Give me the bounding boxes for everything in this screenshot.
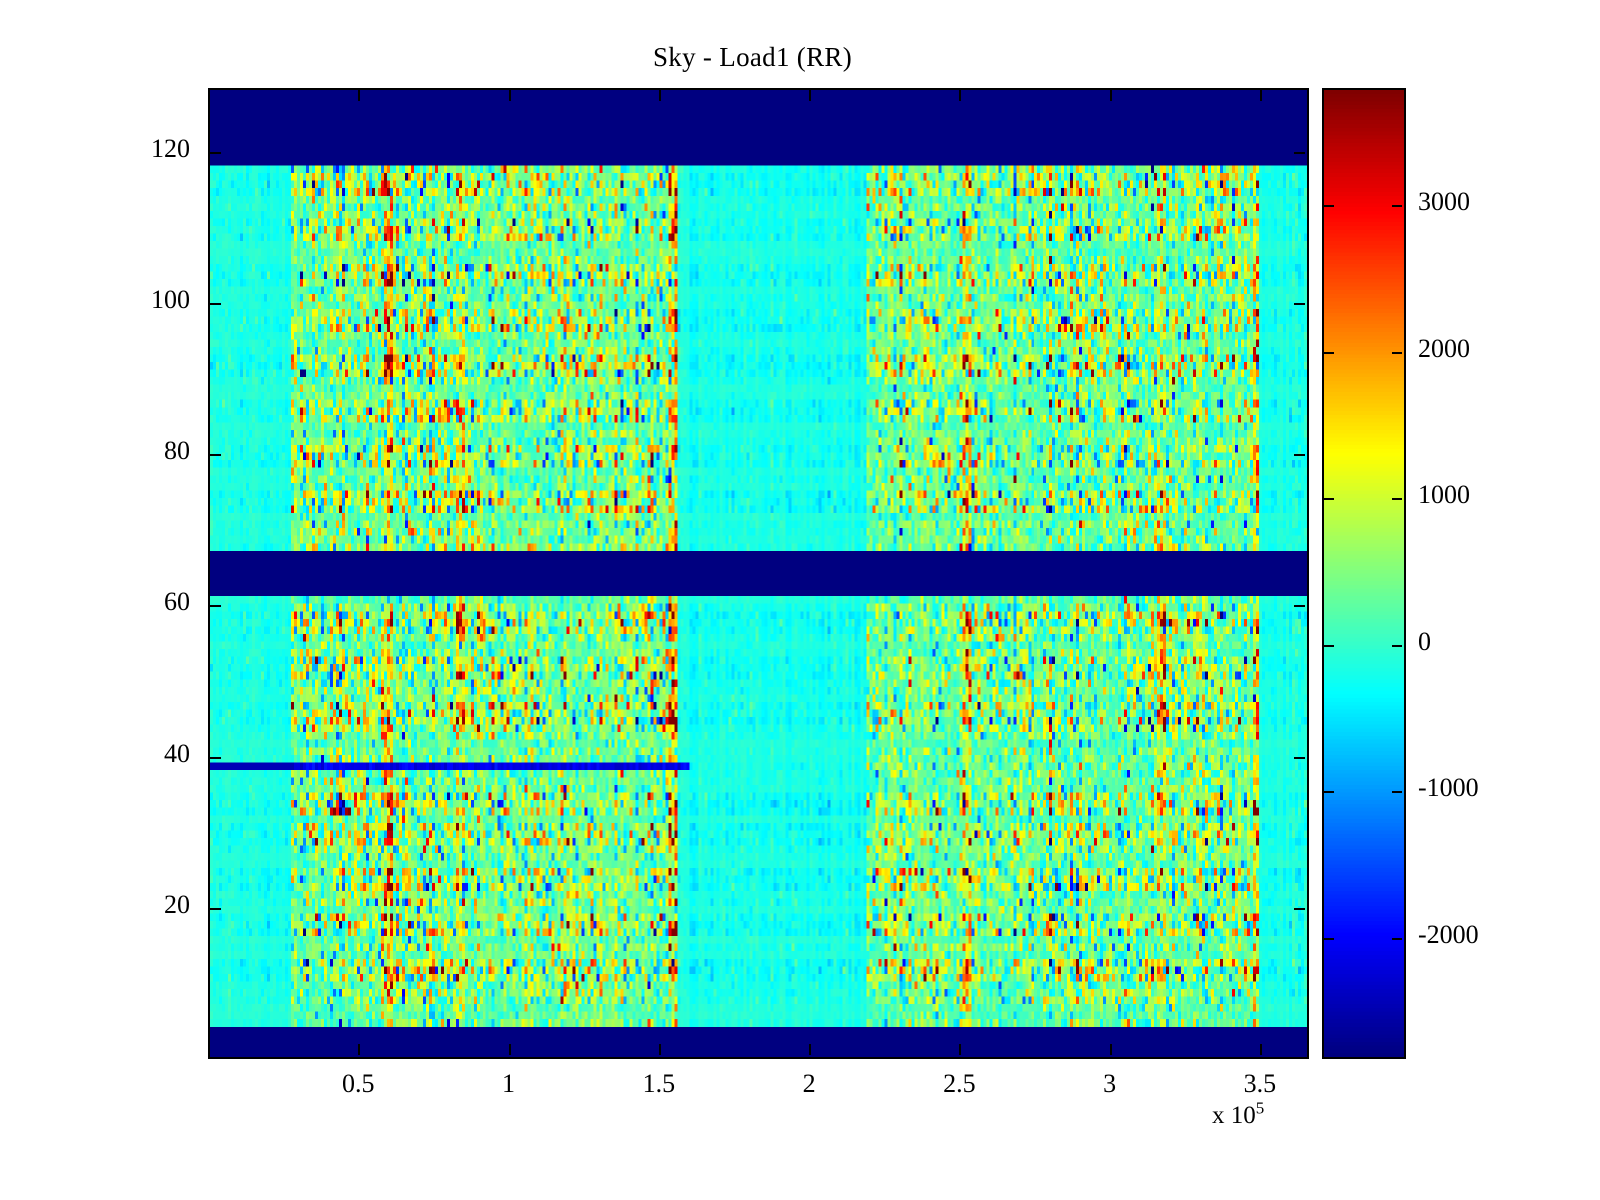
x-tick-mark [1259,90,1262,101]
y-tick-label: 60 [164,587,190,617]
colorbar-tick-label: -1000 [1418,773,1479,803]
y-tick-label: 20 [164,889,190,919]
y-tick-label: 40 [164,738,190,768]
y-tick-mark [210,907,221,910]
x-tick-mark [508,90,511,101]
colorbar-tick-label: -2000 [1418,919,1479,949]
colorbar-tick-mark [1324,205,1334,208]
y-tick-mark [1294,303,1305,306]
colorbar-tick-label: 2000 [1418,333,1470,363]
colorbar-tick-mark [1324,937,1334,940]
colorbar[interactable] [1322,88,1406,1059]
colorbar-tick-mark [1392,644,1402,647]
x-tick-label: 2 [802,1069,816,1098]
y-tick-mark [1294,605,1305,608]
x-exponent-base: x 10 [1212,1102,1256,1129]
x-tick-label: 2.5 [943,1069,976,1098]
colorbar-tick-mark [1324,498,1334,501]
colorbar-tick-mark [1392,791,1402,794]
y-tick-mark [1294,454,1305,457]
x-axis-exponent-label: x 105 [1212,1098,1265,1130]
y-tick-label: 120 [151,134,190,164]
x-tick-label: 1 [502,1069,516,1098]
heatmap-image [210,90,1307,1057]
page-title: Sky - Load1 (RR) [652,42,853,72]
x-tick-label: 1.5 [642,1069,676,1098]
colorbar-tick-mark [1324,791,1334,794]
x-exponent-power: 5 [1255,1098,1265,1118]
x-tick-mark [1259,1044,1262,1055]
colorbar-tick-mark [1392,205,1402,208]
y-tick-mark [210,756,221,759]
y-tick-mark [1294,152,1305,155]
x-tick-mark [809,1044,812,1055]
x-tick-mark [959,1044,962,1055]
x-tick-mark [658,90,661,101]
colorbar-tick-mark [1392,498,1402,501]
y-tick-label: 100 [151,285,190,315]
y-tick-mark [210,152,221,155]
x-tick-mark [809,90,812,101]
colorbar-tick-label: 0 [1418,626,1431,656]
colorbar-tick-mark [1392,937,1402,940]
x-tick-label: 0.5 [342,1069,375,1098]
y-tick-mark [1294,907,1305,910]
y-tick-mark [210,303,221,306]
colorbar-gradient [1324,90,1404,1057]
colorbar-tick-mark [1324,644,1334,647]
y-tick-mark [210,605,221,608]
y-tick-mark [210,454,221,457]
x-tick-mark [1109,90,1112,101]
colorbar-tick-mark [1324,351,1334,354]
y-tick-mark [1294,756,1305,759]
colorbar-tick-label: 1000 [1418,480,1470,510]
x-tick-mark [508,1044,511,1055]
x-tick-mark [658,1044,661,1055]
x-tick-mark [358,1044,361,1055]
x-tick-label: 3.5 [1243,1069,1277,1098]
colorbar-tick-label: 3000 [1418,187,1470,217]
colorbar-tick-mark [1392,351,1402,354]
x-tick-mark [358,90,361,101]
heatmap-axes[interactable] [208,88,1309,1059]
x-tick-mark [959,90,962,101]
x-tick-mark [1109,1044,1112,1055]
x-tick-label: 3 [1103,1069,1117,1098]
y-tick-label: 80 [164,436,190,466]
